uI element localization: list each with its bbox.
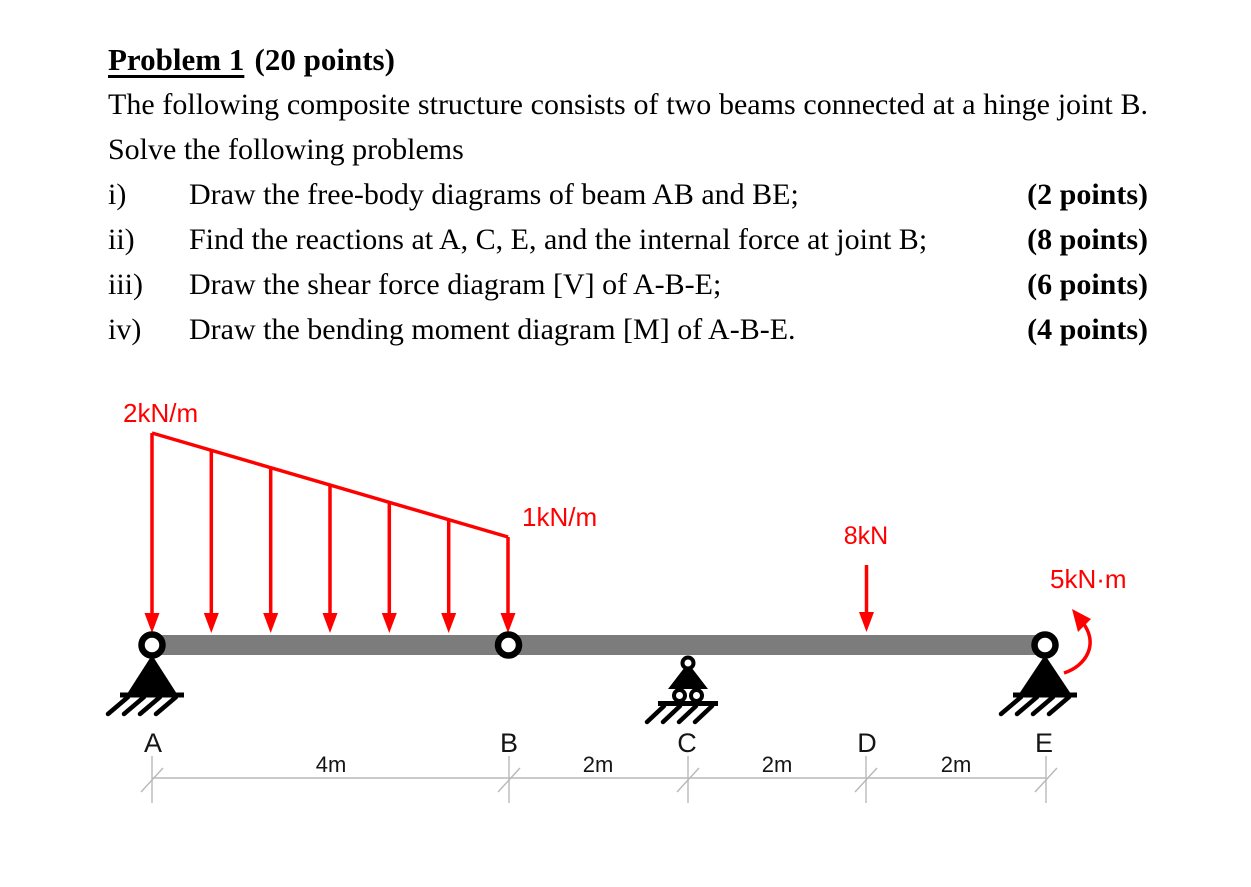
distributed-load: 2kN/m 1kN/m bbox=[123, 398, 597, 633]
task-points: (8 points) bbox=[1027, 223, 1148, 256]
load-arrow bbox=[144, 433, 160, 633]
dimension-lines bbox=[140, 756, 1058, 803]
pin-circle-E bbox=[1031, 631, 1059, 659]
task-row-iii: iii) Draw the shear force diagram [V] of… bbox=[108, 267, 1148, 303]
load-arrow bbox=[263, 468, 279, 633]
dim-label-CD: 2m bbox=[762, 752, 793, 777]
problem-title: Problem 1 (20 points) bbox=[108, 42, 395, 78]
load-arrow bbox=[441, 520, 457, 633]
point-load-arrow: 8kN bbox=[844, 522, 888, 632]
problem-title-points: (20 points) bbox=[254, 42, 395, 77]
distributed-load-start-label: 2kN/m bbox=[123, 398, 198, 428]
task-row-iv: iv) Draw the bending moment diagram [M] … bbox=[108, 312, 1148, 348]
task-text: Draw the shear force diagram [V] of A-B-… bbox=[189, 268, 722, 301]
intro-line-1: The following composite structure consis… bbox=[108, 88, 1148, 121]
task-numeral: iii) bbox=[108, 268, 143, 301]
pin-support-A bbox=[105, 655, 184, 717]
intro-line-2: Solve the following problems bbox=[108, 133, 464, 166]
roller-support-C bbox=[644, 655, 718, 725]
dim-label-AB: 4m bbox=[316, 752, 347, 777]
task-text: Draw the free-body diagrams of beam AB a… bbox=[189, 178, 799, 211]
task-numeral: i) bbox=[108, 178, 127, 211]
task-row-i: i) Draw the free-body diagrams of beam A… bbox=[108, 177, 1148, 213]
load-arrow bbox=[381, 502, 397, 633]
pin-support-E bbox=[998, 655, 1077, 717]
node-label-D: D bbox=[857, 728, 877, 758]
task-text: Find the reactions at A, C, E, and the i… bbox=[189, 223, 928, 256]
point-load-label: 8kN bbox=[844, 522, 888, 550]
dimension-labels: 4m 2m 2m 2m bbox=[316, 752, 972, 777]
problem-title-name: Problem 1 bbox=[108, 42, 245, 77]
roller-pin-circle bbox=[680, 655, 696, 671]
roller-wheel bbox=[689, 688, 704, 703]
moment-label: 5kN·m bbox=[1050, 564, 1127, 594]
task-points: (4 points) bbox=[1027, 313, 1148, 346]
node-label-B: B bbox=[500, 728, 518, 758]
pin-circle-A bbox=[138, 631, 166, 659]
task-points: (6 points) bbox=[1027, 268, 1148, 301]
dim-label-DE: 2m bbox=[941, 752, 972, 777]
task-numeral: ii) bbox=[108, 223, 135, 256]
beam bbox=[150, 635, 1046, 655]
task-numeral: iv) bbox=[108, 313, 142, 346]
load-arrow bbox=[322, 485, 338, 633]
node-label-A: A bbox=[144, 728, 162, 758]
load-arrow bbox=[203, 450, 219, 633]
node-label-E: E bbox=[1035, 728, 1053, 758]
distributed-load-end-label: 1kN/m bbox=[522, 502, 597, 532]
node-label-C: C bbox=[677, 728, 697, 758]
node-labels: A B C D E bbox=[144, 728, 1053, 758]
hinge-circle-B bbox=[494, 631, 523, 659]
task-text: Draw the bending moment diagram [M] of A… bbox=[189, 313, 796, 346]
task-row-ii: ii) Find the reactions at A, C, E, and t… bbox=[108, 222, 1148, 258]
load-arrow bbox=[500, 537, 516, 633]
moment-arrow: 5kN·m bbox=[1050, 564, 1127, 675]
task-points: (2 points) bbox=[1027, 178, 1148, 211]
roller-wheel bbox=[672, 688, 687, 703]
dim-label-BC: 2m bbox=[583, 752, 614, 777]
